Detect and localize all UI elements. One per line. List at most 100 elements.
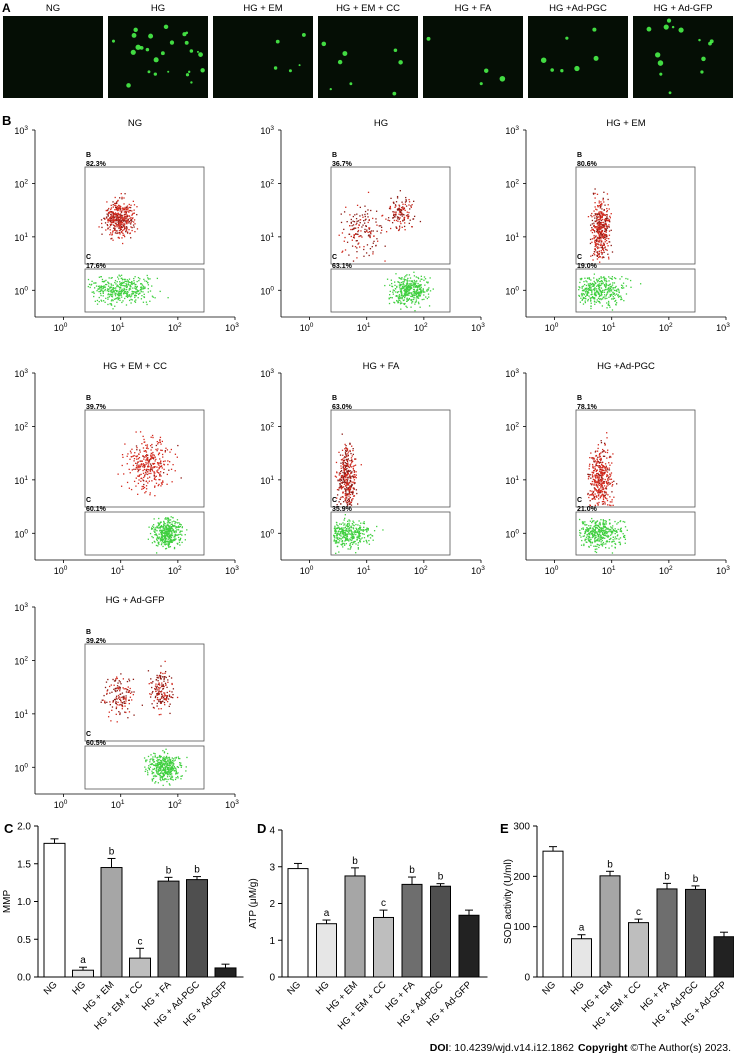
flow-x-tick-label: 100: [545, 322, 559, 333]
significance-mark: c: [381, 898, 386, 909]
flow-plot-hg-fa: HG + FA 103 102 101 100 100 101 102 103 B 63.0% C 35…: [260, 361, 485, 576]
fluorescent-cell: [550, 68, 554, 72]
fluorescent-cell: [479, 82, 483, 86]
category-label-hg: HG: [70, 979, 88, 997]
flow-title: HG + FA: [363, 361, 400, 372]
fluorescent-cell: [646, 26, 652, 32]
flow-plot-hg-ad-pgc: HG +Ad-PGC 103 102 101 100 100 101 102 103 B 78.1%…: [505, 361, 730, 576]
doi-label: DOI: [430, 1042, 449, 1054]
bar-hg-em: [100, 867, 123, 978]
flow-title: HG + EM + CC: [103, 361, 167, 372]
gate-c-percent: 60.1%: [86, 506, 107, 513]
flow-plot-hg-em: HG + EM 103 102 101 100 100 101 102 103 B 80.6% C 19…: [505, 118, 730, 333]
fluorescent-cell: [153, 72, 157, 76]
gate-c-label: C: [577, 254, 582, 261]
micrograph-label-hg-ad-gfp: HG + Ad-GFP: [654, 3, 713, 14]
gate-b: [84, 643, 205, 742]
fluorescent-cell: [160, 51, 165, 56]
significance-mark: b: [352, 856, 358, 867]
flow-y-tick-label: 100: [260, 528, 274, 539]
bar-hg-ad-gfp: [713, 936, 734, 978]
fluorescent-cell: [139, 45, 144, 50]
gate-c-label: C: [577, 497, 582, 504]
flow-y-tick-label: 100: [260, 285, 274, 296]
bar-hg: [72, 969, 94, 978]
fluorescent-cell: [698, 38, 701, 42]
gate-b-percent: 63.0%: [332, 404, 353, 411]
y-tick-label: 0: [524, 973, 530, 984]
fluorescent-cell: [135, 44, 141, 50]
flow-x-tick-label: 103: [225, 565, 239, 576]
y-tick-label: 1: [269, 936, 275, 947]
flow-x-tick-label: 100: [54, 799, 68, 810]
category-label-hg: HG: [569, 979, 587, 997]
fluorescent-cell: [701, 56, 706, 62]
y-axis-label: MMP: [2, 890, 13, 914]
gate-c-label: C: [86, 731, 91, 738]
fluorescent-cell: [398, 60, 403, 65]
flow-title: HG +Ad-PGC: [597, 361, 655, 372]
fluorescent-cell: [657, 60, 664, 66]
flow-plot-ng: NG 103 102 101 100 100 101 102 103 B 82.3% C 17.6%: [14, 118, 239, 333]
y-tick-label: 1.0: [17, 897, 31, 908]
fluorescent-cell: [185, 31, 189, 35]
fluorescent-cell: [663, 24, 669, 30]
flow-x-tick-label: 100: [300, 565, 314, 576]
flow-events: [87, 192, 169, 310]
gate-b-label: B: [332, 152, 337, 159]
gate-b-percent: 82.3%: [86, 161, 107, 168]
flow-x-tick-label: 101: [111, 799, 125, 810]
y-tick-label: 2: [269, 899, 275, 910]
fluorescent-cell: [655, 52, 661, 58]
fluorescent-cell: [163, 24, 169, 30]
fluorescent-cell: [709, 39, 714, 44]
fluorescent-cell: [130, 49, 136, 55]
fluorescent-cell: [145, 47, 150, 52]
flow-y-tick-label: 100: [14, 285, 28, 296]
significance-mark: b: [438, 872, 444, 883]
flow-y-tick-label: 103: [14, 125, 28, 136]
flow-y-tick-label: 102: [505, 178, 519, 189]
flow-y-tick-label: 100: [14, 528, 28, 539]
y-tick-label: 0.0: [17, 973, 31, 984]
flow-y-tick-label: 103: [505, 125, 519, 136]
gate-c: [330, 511, 451, 556]
bar-hg-fa: [656, 888, 678, 978]
bar-ng: [287, 868, 309, 978]
y-tick-label: 300: [513, 822, 530, 833]
gate-c-label: C: [332, 497, 337, 504]
flow-title: HG + Ad-GFP: [106, 595, 165, 606]
fluorescent-cell: [593, 55, 599, 61]
fluorescent-cell: [671, 25, 675, 29]
gate-b-percent: 39.2%: [86, 638, 107, 645]
bar-hg-fa: [401, 883, 423, 978]
category-label-ng: NG: [540, 979, 558, 997]
bar-hg: [571, 938, 592, 978]
flow-x-tick-label: 101: [602, 322, 616, 333]
fluorescent-cell: [273, 66, 278, 70]
fluorescent-cell: [184, 40, 189, 45]
copyright-label: Copyright: [578, 1042, 628, 1054]
bar-hg-em-cc: [373, 916, 394, 978]
flow-y-tick-label: 103: [14, 602, 28, 613]
micrograph-hg-em: [213, 16, 313, 98]
flow-y-tick-label: 102: [14, 178, 28, 189]
fluorescent-cell: [187, 70, 191, 74]
flow-x-tick-label: 103: [471, 565, 485, 576]
category-label-ng: NG: [285, 979, 303, 997]
fluorescent-cell: [592, 27, 597, 32]
bar-hg-em-cc: [628, 922, 649, 978]
flow-y-tick-label: 101: [505, 475, 519, 486]
fluorescent-cell: [147, 70, 151, 74]
fluorescent-cell: [169, 40, 175, 45]
gate-b-label: B: [86, 395, 91, 402]
flow-y-tick-label: 101: [260, 475, 274, 486]
micrograph-hg-em-cc: [318, 16, 418, 98]
micrograph-hg-ad-pgc: [528, 16, 628, 98]
fluorescent-cell: [337, 59, 343, 65]
micrograph-label-hg-em-cc: HG + EM + CC: [336, 3, 400, 14]
panel-letter-d: D: [257, 821, 266, 836]
flow-events: [333, 433, 384, 555]
fluorescent-cell: [349, 82, 353, 86]
